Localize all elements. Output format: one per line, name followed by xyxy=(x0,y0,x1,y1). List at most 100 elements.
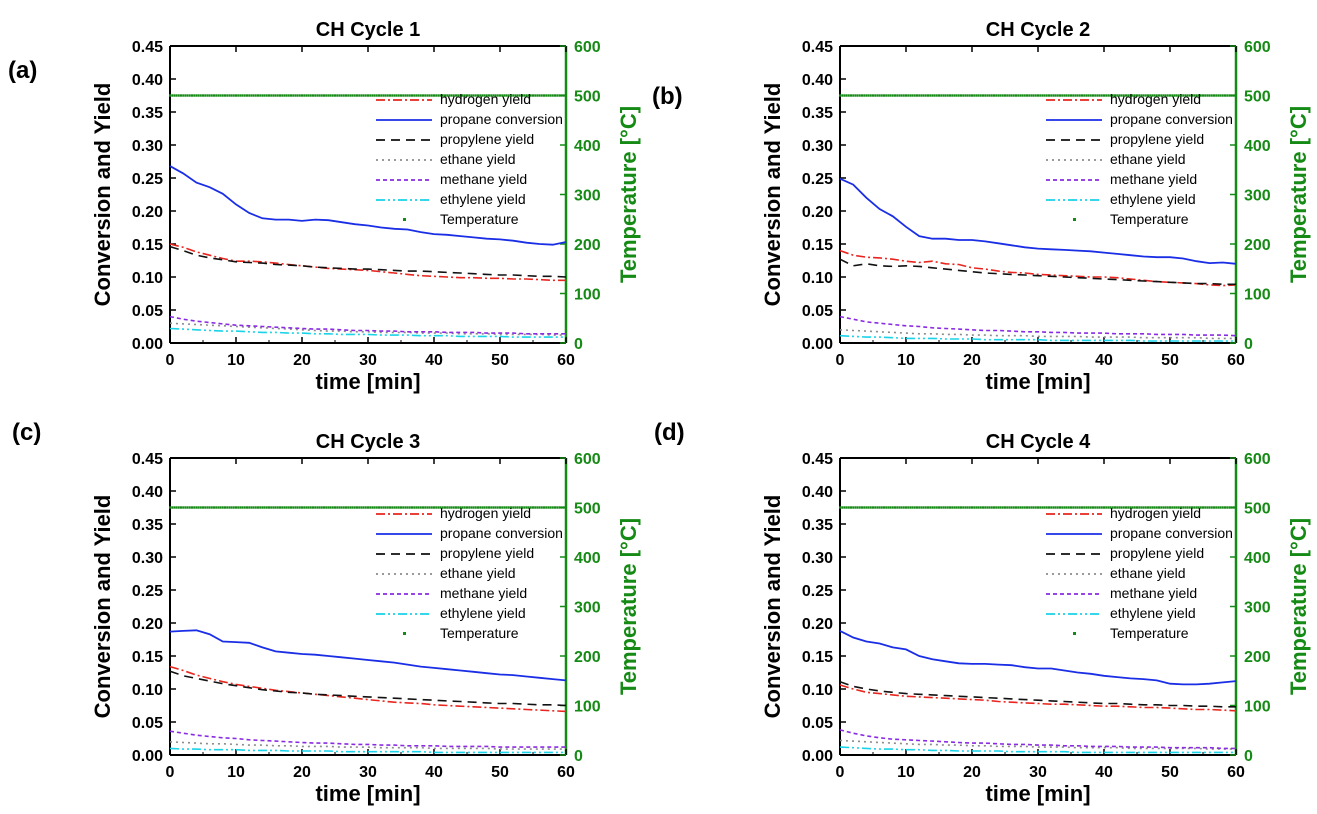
temperature-point xyxy=(1076,94,1079,97)
temperature-point xyxy=(428,94,431,97)
x-tick-label: 50 xyxy=(491,352,509,369)
temperature-point xyxy=(426,94,429,97)
temperature-point xyxy=(984,506,987,509)
temperature-point xyxy=(1127,506,1130,509)
temperature-point xyxy=(202,506,204,509)
temperature-point xyxy=(1166,94,1169,97)
temperature-point xyxy=(287,506,290,509)
temperature-point xyxy=(1054,506,1057,509)
temperature-point xyxy=(338,94,341,97)
y2-tick-label: 600 xyxy=(1244,451,1271,468)
temperature-point xyxy=(219,506,222,509)
temperature-point xyxy=(1041,506,1044,509)
temperature-point xyxy=(175,506,178,509)
chart-title: CH Cycle 1 xyxy=(316,19,421,41)
temperature-point xyxy=(510,94,512,97)
temperature-point xyxy=(246,506,248,509)
temperature-point xyxy=(241,94,244,97)
x-tick-label: 20 xyxy=(963,764,981,781)
temperature-point xyxy=(320,506,323,509)
temperature-point xyxy=(922,94,925,97)
temperature-point xyxy=(1175,506,1178,509)
temperature-point xyxy=(257,506,259,509)
temperature-point xyxy=(1210,94,1213,97)
temperature-point xyxy=(951,506,954,509)
temperature-point xyxy=(1037,506,1039,509)
temperature-point xyxy=(494,506,497,509)
temperature-point xyxy=(867,94,870,97)
chart-panel-2: (b) CH Cycle 2 0 10 20 30 40 50 60 0.00 0.05 0.10 0.… xyxy=(652,19,1311,394)
legend-label: hydrogen yield xyxy=(1110,505,1201,521)
y-tick-label: 0.35 xyxy=(802,517,833,534)
temperature-point xyxy=(1103,94,1105,97)
temperature-point xyxy=(536,94,539,97)
temperature-point xyxy=(494,94,497,97)
temperature-point xyxy=(1199,506,1202,509)
y-tick-label: 0.35 xyxy=(132,105,163,122)
temperature-point xyxy=(885,94,888,97)
temperature-point xyxy=(503,506,506,509)
temperature-point xyxy=(477,506,479,509)
y-axis-label: Conversion and Yield xyxy=(760,83,785,307)
temperature-point xyxy=(188,506,191,509)
temperature-point xyxy=(303,94,306,97)
temperature-point xyxy=(916,506,918,509)
temperature-point xyxy=(1015,94,1017,97)
temperature-point xyxy=(554,506,556,509)
temperature-point xyxy=(1147,94,1149,97)
temperature-point xyxy=(296,506,299,509)
series-temperature xyxy=(169,506,565,509)
series-line-propylene xyxy=(839,680,1236,708)
temperature-point xyxy=(1096,94,1099,97)
temperature-point xyxy=(1120,94,1123,97)
temperature-point xyxy=(894,94,896,97)
temperature-point xyxy=(1006,94,1009,97)
y2-tick-label: 400 xyxy=(1244,138,1271,155)
temperature-point xyxy=(1140,94,1143,97)
temperature-point xyxy=(1208,506,1211,509)
temperature-point xyxy=(935,94,938,97)
temperature-point xyxy=(402,506,405,509)
series-line-hydrogen xyxy=(839,684,1237,712)
legend-label: ethane yield xyxy=(1110,151,1186,167)
temperature-point xyxy=(1169,94,1171,97)
temperature-point xyxy=(1228,94,1231,97)
series-line-methane xyxy=(839,729,1236,750)
temperature-point xyxy=(1219,94,1222,97)
temperature-point xyxy=(1078,506,1081,509)
y-tick-label: 0.05 xyxy=(802,303,833,320)
legend-label: propylene yield xyxy=(440,545,534,561)
temperature-point xyxy=(477,94,479,97)
chart-title: CH Cycle 3 xyxy=(316,431,421,453)
temperature-point xyxy=(340,94,343,97)
temperature-point xyxy=(902,94,905,97)
temperature-point xyxy=(1067,506,1070,509)
y2-tick-label: 600 xyxy=(574,39,601,56)
temperature-point xyxy=(1032,506,1035,509)
temperature-point xyxy=(461,94,464,97)
temperature-point xyxy=(424,94,427,97)
temperature-point xyxy=(1017,506,1020,509)
temperature-point xyxy=(384,506,387,509)
temperature-point xyxy=(942,506,945,509)
temperature-point xyxy=(184,94,187,97)
temperature-point xyxy=(1160,506,1163,509)
series-line-propane xyxy=(839,630,1237,686)
temperature-point xyxy=(880,94,883,97)
temperature-point xyxy=(1081,94,1083,97)
legend-label: hydrogen yield xyxy=(440,91,531,107)
temperature-point xyxy=(281,94,284,97)
temperature-point xyxy=(953,506,956,509)
temperature-point xyxy=(891,94,894,97)
temperature-point xyxy=(483,94,486,97)
temperature-point xyxy=(210,506,213,509)
temperature-point xyxy=(347,94,350,97)
y2-tick-label: 300 xyxy=(574,600,601,617)
temperature-point xyxy=(1151,94,1154,97)
x-tick-label: 10 xyxy=(227,764,245,781)
temperature-point xyxy=(490,94,493,97)
temperature-point xyxy=(417,94,420,97)
temperature-point xyxy=(1195,94,1198,97)
temperature-point xyxy=(1186,506,1189,509)
